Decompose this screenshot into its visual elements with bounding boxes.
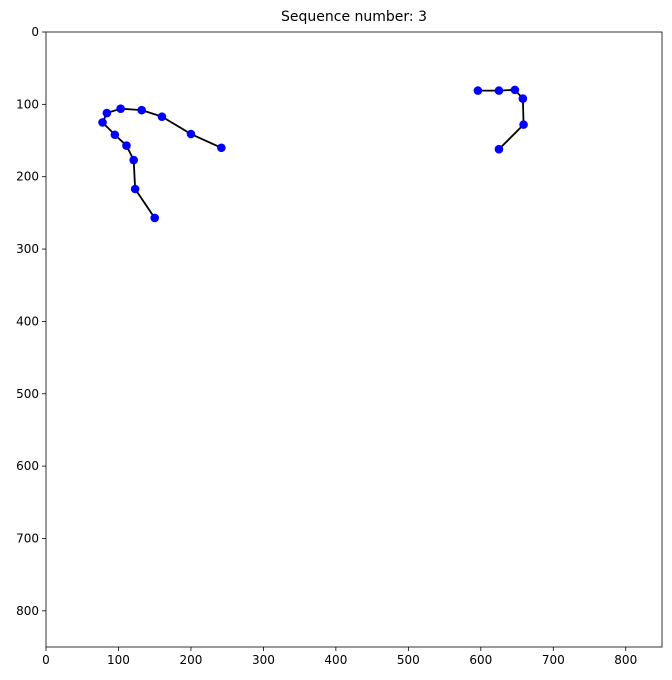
y-tick-label: 400 xyxy=(16,314,39,328)
data-point xyxy=(122,141,131,150)
data-point xyxy=(150,213,160,223)
x-tick-label: 700 xyxy=(542,653,565,667)
series-1 xyxy=(98,104,226,223)
x-tick-label: 400 xyxy=(324,653,347,667)
series-2-segment xyxy=(498,123,525,150)
x-tick-label: 300 xyxy=(252,653,275,667)
y-tick-label: 500 xyxy=(16,387,39,401)
series-2-segment xyxy=(521,98,525,125)
x-tick-label: 0 xyxy=(42,653,50,667)
series-1-segment xyxy=(132,160,137,190)
series-2 xyxy=(473,85,528,154)
series-1-segment xyxy=(134,188,156,219)
data-point xyxy=(217,143,226,153)
data-point xyxy=(110,130,120,140)
x-tick-label: 100 xyxy=(107,653,130,667)
data-point xyxy=(518,94,528,103)
data-point xyxy=(98,118,107,127)
data-point xyxy=(510,85,520,95)
data-point xyxy=(116,104,125,113)
series-1-segment xyxy=(161,115,192,135)
data-point xyxy=(473,86,483,95)
y-tick-label: 200 xyxy=(16,170,39,184)
y-tick-label: 0 xyxy=(31,25,39,39)
y-tick-label: 800 xyxy=(16,604,39,618)
data-point xyxy=(186,129,196,139)
x-tick-label: 500 xyxy=(397,653,420,667)
plot-area-frame xyxy=(45,31,663,648)
x-tick-label: 200 xyxy=(179,653,202,667)
y-tick-label: 700 xyxy=(16,531,39,545)
x-axis: 0 100 200 300 400 500 600 700 800 xyxy=(42,647,637,667)
data-point xyxy=(129,155,138,165)
data-point xyxy=(137,105,146,115)
plot-layer xyxy=(98,85,528,223)
x-tick-label: 800 xyxy=(614,653,637,667)
y-axis: 0 100 200 300 400 500 600 700 800 xyxy=(16,25,46,618)
chart-title: Sequence number: 3 xyxy=(281,9,427,25)
data-point xyxy=(494,144,504,154)
y-tick-label: 600 xyxy=(16,459,39,473)
y-tick-label: 100 xyxy=(16,97,39,111)
data-point xyxy=(519,120,528,129)
data-point xyxy=(102,108,112,118)
series-1-segment xyxy=(190,133,222,149)
x-tick-label: 600 xyxy=(469,653,492,667)
data-point xyxy=(130,184,140,194)
data-point xyxy=(157,112,167,121)
data-point xyxy=(494,86,504,95)
y-tick-label: 300 xyxy=(16,242,39,256)
